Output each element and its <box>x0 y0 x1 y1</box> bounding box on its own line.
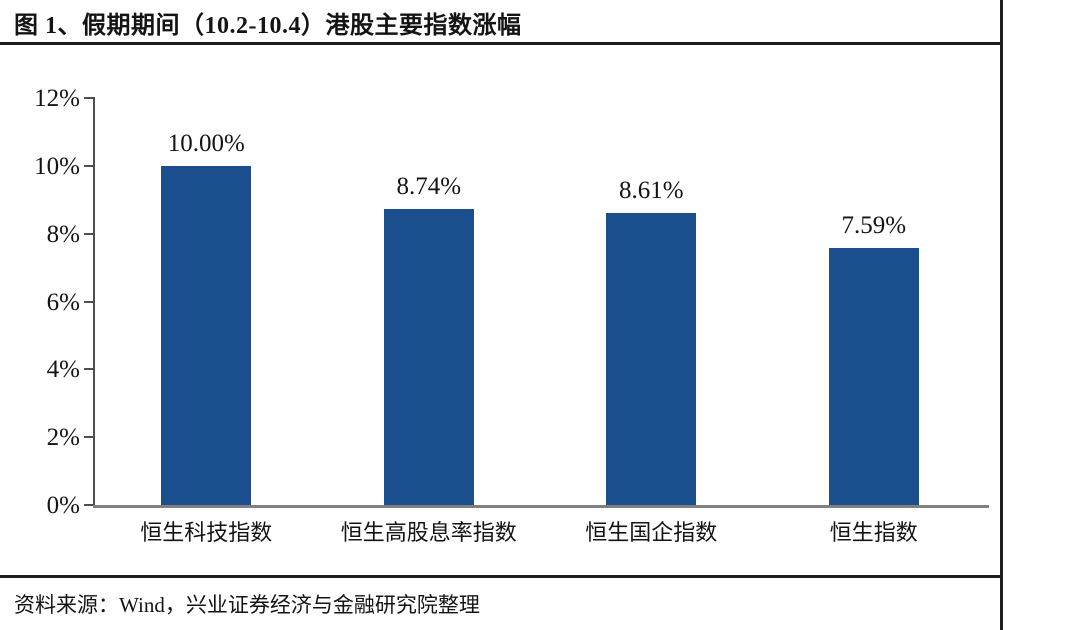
y-axis-tick-label: 8% <box>46 220 80 248</box>
y-axis-tick <box>84 300 93 303</box>
y-axis-tick <box>84 97 93 99</box>
bar-value-label: 8.74% <box>396 172 462 200</box>
y-axis-tick-label: 12% <box>34 85 80 112</box>
y-axis-tick-label: 6% <box>46 288 80 316</box>
title-underline <box>0 42 1001 45</box>
bar-column: 8.61% 恒生国企指数 <box>540 98 763 545</box>
y-axis-tick-label: 2% <box>46 424 80 452</box>
y-axis-tick <box>84 504 93 506</box>
y-axis-tick-label: 10% <box>34 152 80 180</box>
bar-value-label: 7.59% <box>841 211 907 239</box>
bar-column: 7.59% 恒生指数 <box>763 98 986 545</box>
bar <box>383 208 474 505</box>
y-axis-tick-label: 4% <box>46 356 80 384</box>
bar-value-label: 8.61% <box>618 176 684 204</box>
bar <box>606 212 697 505</box>
bar-column: 8.74% 恒生高股息率指数 <box>318 98 541 545</box>
y-axis-tick <box>84 164 93 167</box>
y-axis-tick <box>84 436 93 439</box>
bar <box>828 247 919 505</box>
bar-column: 10.00% 恒生科技指数 <box>95 98 318 545</box>
x-axis-category-label: 恒生高股息率指数 <box>340 520 517 545</box>
x-axis-line <box>93 505 989 508</box>
x-axis-category-label: 恒生国企指数 <box>585 520 718 545</box>
y-axis-line <box>93 97 95 507</box>
bar-value-label: 10.00% <box>167 129 245 157</box>
source-note: 资料来源：Wind，兴业证券经济与金融研究院整理 <box>14 593 480 617</box>
x-axis-category-label: 恒生指数 <box>829 520 918 545</box>
bar <box>161 165 252 505</box>
figure-title: 图 1、假期期间（10.2-10.4）港股主要指数涨幅 <box>14 13 522 39</box>
source-divider <box>0 575 1001 578</box>
bar-chart: 0% 2% 4% 6% 8% 10% 12% 10.00% 恒生科技指数 8.74% 恒生高股息率指… <box>34 86 989 545</box>
page-right-border <box>1000 0 1003 630</box>
y-axis-tick <box>84 368 93 371</box>
x-axis-category-label: 恒生科技指数 <box>140 520 273 545</box>
y-axis-tick-label: 0% <box>46 492 80 519</box>
y-axis-tick <box>84 232 93 235</box>
